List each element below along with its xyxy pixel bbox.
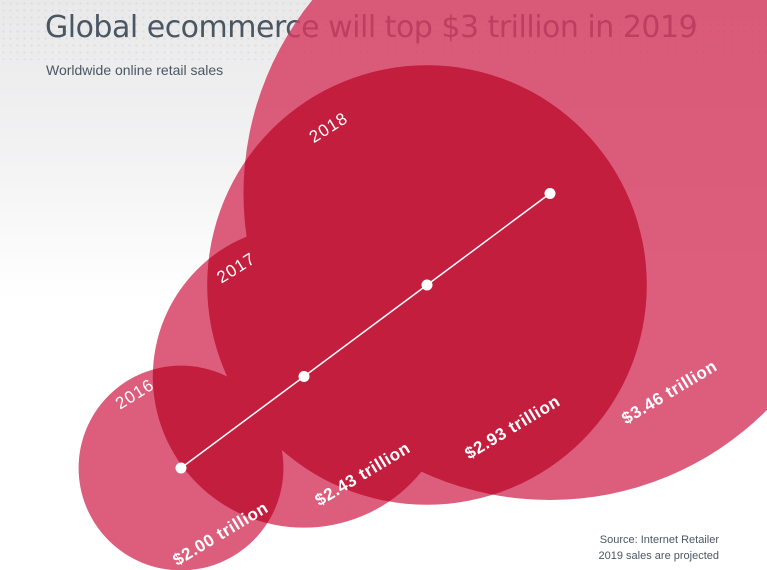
source-note: Source: Internet Retailer: [599, 534, 719, 546]
chart-subtitle: Worldwide online retail sales: [46, 62, 224, 78]
overlap-2016-2017: [152, 365, 284, 528]
data-point-2017: [298, 371, 310, 382]
data-point-2018: [421, 279, 433, 291]
projection-note: 2019 sales are projected: [598, 550, 719, 562]
trend-line: [180, 192, 551, 469]
data-point-2019: [544, 188, 556, 199]
data-point-2016: [175, 462, 187, 474]
